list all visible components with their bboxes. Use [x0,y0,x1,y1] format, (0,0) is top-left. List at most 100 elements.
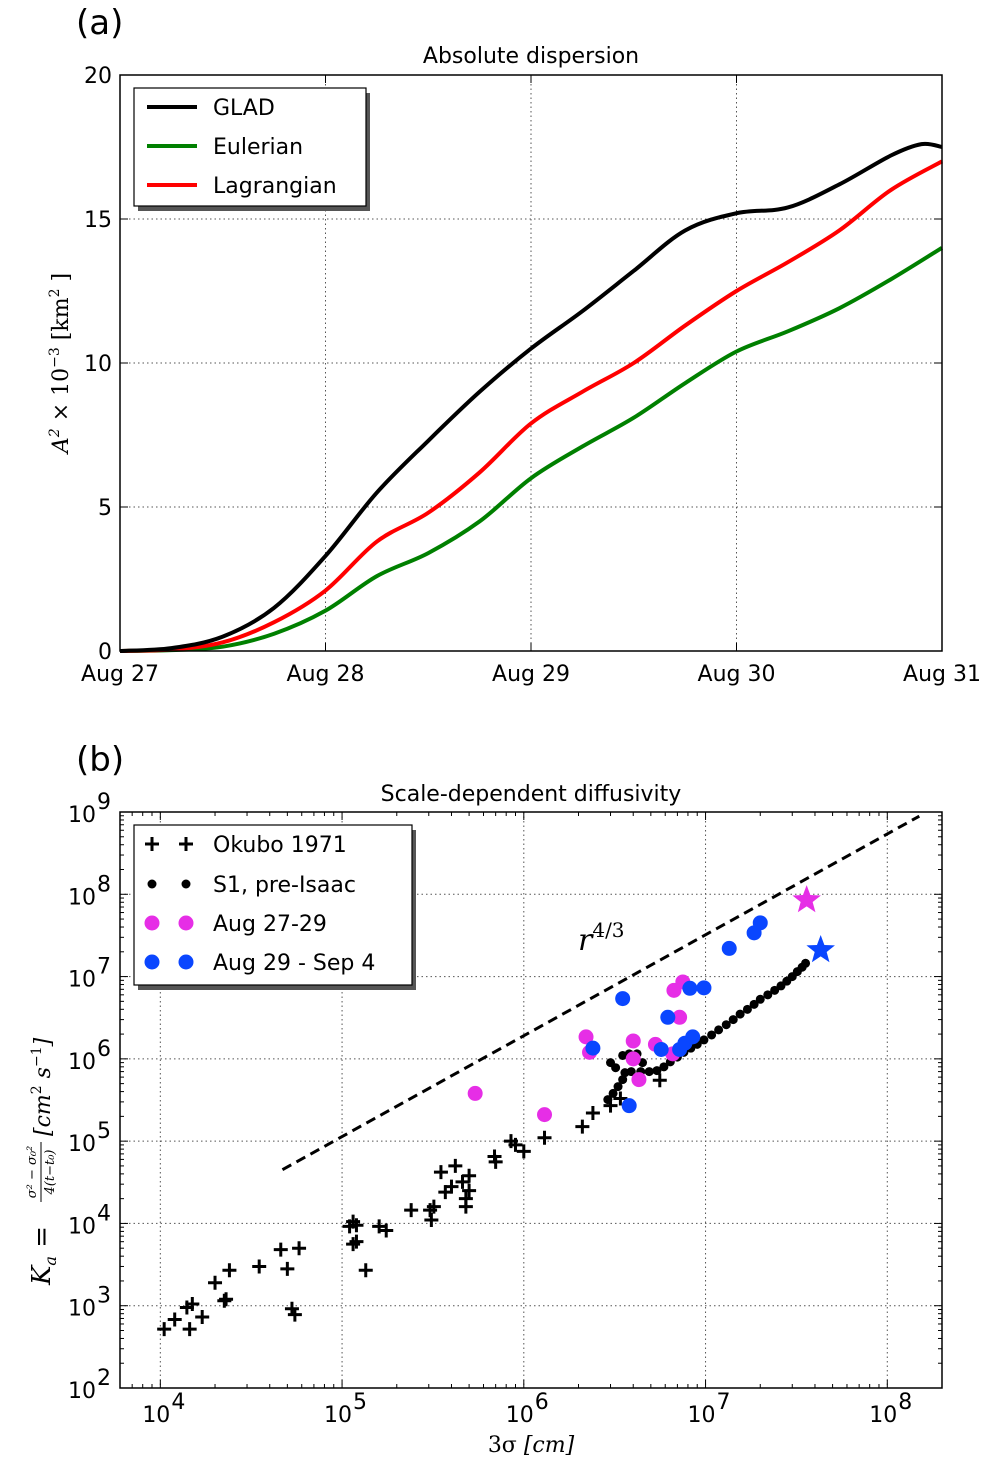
y-tick-exponent: 9 [97,790,111,815]
okubo-point [537,1130,552,1145]
okubo-point [372,1219,387,1234]
panel-a-label: (a) [76,3,123,43]
legend-marker [178,954,194,970]
s1-point [770,985,780,995]
reference-line-r43 [281,814,921,1171]
panel-b-reference-line [281,814,921,1171]
y-tick-label: 15 [84,208,112,233]
panel-b-frame [119,811,943,1389]
s1-point [652,1066,662,1076]
s1-point [699,1035,709,1045]
okubo-point [273,1242,288,1257]
x-tick-label: 10 [142,1403,170,1428]
x-tick-label: Aug 29 [492,662,570,687]
okubo-point [585,1105,600,1120]
okubo-point [349,1218,364,1233]
legend-label-aug27: Aug 27-29 [213,912,327,937]
panel-a: (a) Absolute dispersion Aug 27 Aug 28 Aug … [47,3,981,687]
s1-point [763,990,773,1000]
y-tick-exponent: 3 [97,1284,111,1309]
x-tick-exponent: 8 [898,1390,912,1415]
okubo-point [444,1179,459,1194]
okubo-point [379,1223,394,1238]
okubo-point [252,1259,267,1274]
okubo-point [157,1322,172,1337]
panel-a-title: Absolute dispersion [423,44,639,69]
legend-label-lagrangian: Lagrangian [213,174,337,199]
panel-a-ticks: Aug 27 Aug 28 Aug 29 Aug 30 Aug 31 0 5 10 15 20 [81,64,981,687]
legend-label-s1: S1, pre-Isaac [213,873,356,898]
okubo-point [182,1322,197,1337]
s1-point [801,958,811,968]
aug27-29-point [631,1072,647,1088]
legend-label-eulerian: Eulerian [213,135,303,160]
aug29-sep4-point [696,980,712,996]
star-marker-0 [792,885,821,913]
legend-marker-okubo [145,837,159,851]
x-tick-label: 10 [869,1403,897,1428]
okubo-point [280,1261,295,1276]
s1-point [735,1009,745,1019]
svg-text:Ka =: Ka = [27,1226,60,1286]
panel-b: (b) Scale-dependent diffusivity 10410510… [25,740,943,1458]
okubo-point [426,1199,441,1214]
x-tick-label: Aug 28 [287,662,365,687]
s1-point [603,1095,613,1105]
y-tick-label: 10 [68,1297,96,1322]
svg-text:σ² − σ₀²: σ² − σ₀² [25,1146,40,1199]
x-tick-exponent: 7 [717,1390,731,1415]
okubo-point [208,1275,223,1290]
aug29-sep4-point [682,980,698,996]
x-tick-exponent: 4 [171,1390,185,1415]
panel-b-title: Scale-dependent diffusivity [381,782,682,807]
aug27-29-point [625,1033,641,1049]
panel-b-xlabel: 3σ [cm] [488,1433,575,1458]
legend-marker [144,915,160,931]
y-tick-label: 10 [68,885,96,910]
y-tick-label: 10 [68,968,96,993]
y-tick-exponent: 8 [97,872,111,897]
okubo-point [222,1263,237,1278]
y-tick-label: 5 [98,496,112,521]
okubo-point [292,1241,307,1256]
aug29-sep4-point [660,1009,676,1025]
okubo-point [613,1091,628,1106]
panel-b-points [157,885,835,1337]
panel-b-ylabel: Ka = σ² − σ₀² 4(t−t₀) [cm2 s−1] [25,1037,60,1286]
panel-a-grid [120,75,942,651]
panel-a-ylabel: A2 × 10−3 [km2 ] [47,273,74,455]
okubo-point [346,1237,361,1252]
okubo-point [358,1263,373,1278]
s1-point [644,1067,654,1077]
y-tick-exponent: 5 [97,1119,111,1144]
x-tick-exponent: 6 [535,1390,549,1415]
s1-point [608,1088,618,1098]
okubo-point [575,1119,590,1134]
y-tick-label: 10 [68,1050,96,1075]
okubo-point [433,1165,448,1180]
legend-label-aug29: Aug 29 - Sep 4 [213,951,375,976]
legend-marker-okubo [179,837,193,851]
okubo-point [652,1073,667,1088]
s1-point [626,1067,636,1077]
okubo-point [167,1312,182,1327]
aug29-sep4-point [621,1098,637,1114]
series-line-lagrangian [119,159,943,653]
y-tick-label: 10 [68,803,96,828]
okubo-point [195,1309,210,1324]
y-tick-label: 0 [98,640,112,665]
legend-marker [178,915,194,931]
legend-label-glad: GLAD [213,96,275,121]
y-tick-label: 20 [84,64,112,89]
y-tick-exponent: 2 [97,1366,111,1391]
svg-text:4(t−t₀): 4(t−t₀) [43,1150,58,1196]
x-tick-label: 10 [324,1403,352,1428]
aug27-29-point [467,1085,483,1101]
s1-point [721,1020,731,1030]
y-tick-label: 10 [68,1214,96,1239]
x-tick-label: Aug 31 [903,662,981,687]
panel-b-legend: Okubo 1971 S1, pre-Isaac Aug 27-29 Aug 2… [133,824,416,990]
x-tick-label: 10 [506,1403,534,1428]
legend-marker [181,879,191,889]
